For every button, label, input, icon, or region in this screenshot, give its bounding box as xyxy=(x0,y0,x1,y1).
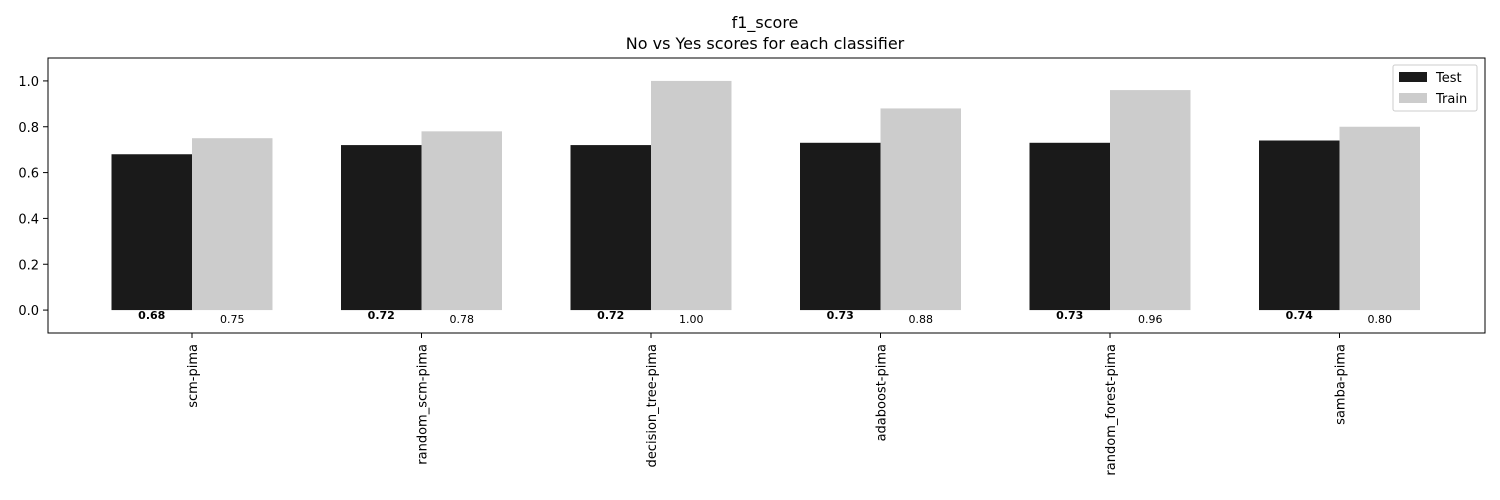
value-label-test: 0.68 xyxy=(138,309,165,322)
bar-train-samba-pima xyxy=(1339,126,1420,311)
y-tick-label: 1.0 xyxy=(18,75,39,90)
category-label: adaboost-pima xyxy=(875,344,890,441)
value-label-train: 0.78 xyxy=(450,313,475,326)
category-label: samba-pima xyxy=(1334,344,1349,425)
value-label-train: 0.96 xyxy=(1138,313,1163,326)
value-label-train: 0.88 xyxy=(909,313,934,326)
bar-test-adaboost-pima xyxy=(800,142,881,311)
bar-train-decision_tree-pima xyxy=(651,80,732,311)
x-axis: scm-pima random_scm-pima decision_tree-pim… xyxy=(186,333,1349,476)
bar-test-decision_tree-pima xyxy=(570,145,651,311)
value-label-test: 0.72 xyxy=(368,309,395,322)
legend-swatch-test xyxy=(1399,72,1427,82)
category-label: random_scm-pima xyxy=(416,344,431,465)
bar-train-random_scm-pima xyxy=(421,131,502,311)
value-label-test: 0.72 xyxy=(597,309,624,322)
category-label: scm-pima xyxy=(186,344,201,408)
plot-frame xyxy=(47,57,1486,334)
y-tick-label: 0.2 xyxy=(18,258,39,273)
y-tick-label: 0.0 xyxy=(18,304,39,319)
y-tick-label: 0.4 xyxy=(18,212,39,227)
chart-subtitle: No vs Yes scores for each classifier xyxy=(626,34,905,53)
y-axis: 0.0 0.2 0.4 0.6 0.8 1.0 xyxy=(18,75,48,319)
bar-test-random_scm-pima xyxy=(341,145,422,311)
value-label-train: 1.00 xyxy=(679,313,704,326)
category-label: decision_tree-pima xyxy=(645,344,660,467)
value-label-test: 0.74 xyxy=(1286,309,1313,322)
legend-label-train: Train xyxy=(1435,92,1467,107)
bar-test-samba-pima xyxy=(1259,140,1340,311)
value-label-train: 0.75 xyxy=(220,313,245,326)
bar-train-random_forest-pima xyxy=(1110,90,1191,311)
legend-label-test: Test xyxy=(1435,71,1462,86)
bars-group xyxy=(111,80,1420,311)
legend: Test Train xyxy=(1392,64,1478,112)
bar-test-scm-pima xyxy=(111,154,192,311)
bar-train-scm-pima xyxy=(192,138,273,311)
category-label: random_forest-pima xyxy=(1104,344,1119,476)
bar-train-adaboost-pima xyxy=(880,108,961,311)
value-label-train: 0.80 xyxy=(1368,313,1393,326)
value-labels: 0.68 0.75 0.72 0.78 0.72 1.00 0.73 0.88 0.73 0.96… xyxy=(138,309,1392,326)
y-tick-label: 0.8 xyxy=(18,121,39,136)
chart-title: f1_score xyxy=(732,13,799,33)
value-label-test: 0.73 xyxy=(827,309,854,322)
legend-swatch-train xyxy=(1399,93,1427,103)
y-tick-label: 0.6 xyxy=(18,167,39,182)
value-label-test: 0.73 xyxy=(1056,309,1083,322)
bar-test-random_forest-pima xyxy=(1029,142,1110,311)
